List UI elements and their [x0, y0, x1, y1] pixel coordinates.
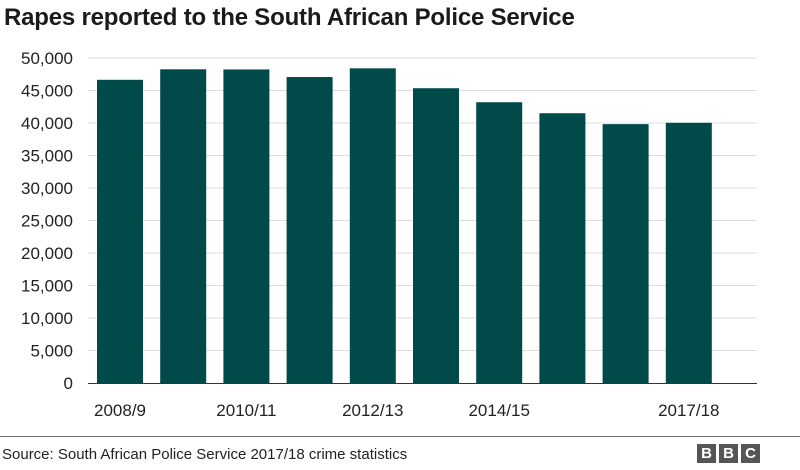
bbc-logo: B B C [697, 444, 760, 463]
bar [413, 88, 459, 383]
x-tick-label: 2010/11 [216, 401, 276, 420]
source-note: Source: South African Police Service 201… [2, 446, 408, 463]
bar [602, 124, 649, 384]
y-tick-label: 45,000 [21, 82, 73, 101]
bar [476, 102, 523, 384]
bar [286, 77, 333, 383]
x-tick-label: 2017/18 [658, 401, 719, 420]
footer-divider [0, 436, 800, 437]
y-tick-label: 30,000 [21, 179, 73, 198]
bar [97, 79, 143, 384]
bar [160, 69, 207, 383]
logo-letter: C [741, 444, 760, 463]
logo-letter: B [719, 444, 738, 463]
y-tick-label: 35,000 [21, 147, 73, 166]
x-tick-label: 2012/13 [342, 401, 403, 420]
x-tick-label: 2014/15 [468, 401, 529, 420]
y-tick-label: 0 [64, 374, 73, 393]
y-tick-label: 20,000 [21, 244, 73, 263]
y-tick-label: 25,000 [21, 212, 73, 231]
x-tick-label: 2008/9 [94, 401, 146, 420]
logo-letter: B [697, 444, 716, 463]
y-tick-label: 10,000 [21, 309, 73, 328]
bar [665, 122, 712, 384]
bar [539, 113, 586, 383]
y-tick-label: 15,000 [21, 277, 73, 296]
bar [349, 68, 396, 384]
chart-title: Rapes reported to the South African Poli… [4, 4, 575, 31]
y-tick-label: 40,000 [21, 114, 73, 133]
y-tick-label: 5,000 [30, 342, 73, 361]
y-tick-label: 50,000 [21, 49, 73, 68]
bar-chart: 0 5,000 10,000 15,000 20,000 25,000 30,000 35,0… [21, 49, 757, 420]
bar [223, 69, 270, 383]
